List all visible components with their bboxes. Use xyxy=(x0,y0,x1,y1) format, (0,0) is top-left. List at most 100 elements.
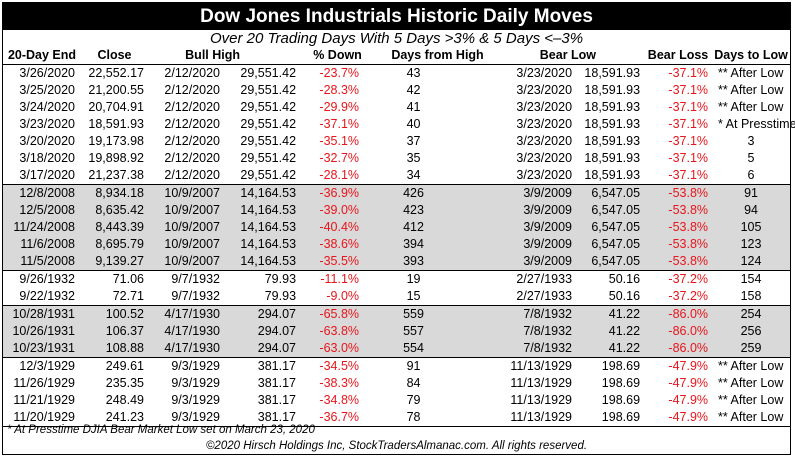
cell-high-date: 9/7/1932 xyxy=(148,288,224,306)
cell-bear-loss: -86.0% xyxy=(644,323,713,340)
cell-high-date: 4/17/1930 xyxy=(148,305,224,323)
cell-days-high: 559 xyxy=(375,305,501,323)
cell-pct-down: -63.0% xyxy=(300,340,376,358)
table-row: 11/24/2008 8,443.39 10/9/2007 14,164.53 -40.… xyxy=(3,219,791,236)
cell-end: 12/8/2008 xyxy=(3,184,81,202)
cell-close: 249.61 xyxy=(105,359,144,373)
cell-low: 18,591.93 xyxy=(584,66,641,80)
table-title: Dow Jones Industrials Historic Daily Mov… xyxy=(3,3,790,30)
cell-pct-down: -29.9% xyxy=(319,100,360,114)
table-row: 3/25/2020 21,200.55 2/12/2020 29,551.42 -28.… xyxy=(3,82,790,99)
cell-low-date: 2/27/1933 xyxy=(516,272,573,286)
cell-end: 3/18/2020 xyxy=(19,151,75,165)
cell-high-date: 10/9/2007 xyxy=(148,202,224,219)
cell-end: 3/17/2020 xyxy=(3,167,81,185)
copyright: ©2020 Hirsch Holdings Inc, StockTradersA… xyxy=(205,440,588,452)
cell-close: 248.49 xyxy=(105,393,144,407)
cell-days-high: 34 xyxy=(375,167,501,185)
cell-low: 50.16 xyxy=(608,272,641,286)
cell-pct-down: -40.4% xyxy=(300,219,376,236)
cell-days-low: 259 xyxy=(712,340,791,358)
cell-days-high: 393 xyxy=(375,253,501,271)
cell-pct-down: -65.8% xyxy=(300,305,376,323)
cell-bear-loss: -86.0% xyxy=(644,340,713,358)
cell-days-low: 123 xyxy=(712,236,791,253)
cell-days-high: 423 xyxy=(375,202,501,219)
cell-days-low: ** After Low xyxy=(718,83,784,97)
cell-days-high: 40 xyxy=(406,117,421,131)
cell-high: 29,551.42 xyxy=(240,100,297,114)
cell-high-date: 2/12/2020 xyxy=(164,66,220,80)
cell-end: 10/23/1931 xyxy=(3,340,81,358)
cell-high-date: 9/3/1929 xyxy=(171,376,220,390)
header-bear-loss: Bear Loss xyxy=(644,47,713,65)
header-bear-low: Bear Low xyxy=(500,47,645,65)
cell-days-low: ** After Low xyxy=(718,393,784,407)
cell-high-date: 4/17/1930 xyxy=(148,340,224,358)
cell-bear-loss: -37.1% xyxy=(668,117,709,131)
cell-close: 106.37 xyxy=(81,323,148,340)
cell-low: 41.22 xyxy=(580,340,645,358)
cell-days-high: 41 xyxy=(406,100,421,114)
cell-low-date: 3/9/2009 xyxy=(500,253,581,271)
cell-close: 8,443.39 xyxy=(81,219,148,236)
cell-close: 21,237.38 xyxy=(81,167,148,185)
cell-low: 6,547.05 xyxy=(580,236,645,253)
cell-low: 6,547.05 xyxy=(580,202,645,219)
cell-bear-loss: -86.0% xyxy=(644,305,713,323)
cell-days-low: 256 xyxy=(712,323,791,340)
cell-close: 100.52 xyxy=(81,305,148,323)
cell-close: 235.35 xyxy=(105,376,144,390)
cell-low-date: 3/9/2009 xyxy=(500,184,581,202)
cell-low: 198.69 xyxy=(580,409,645,427)
cell-days-high: 43 xyxy=(406,66,421,80)
cell-days-high: 557 xyxy=(375,323,501,340)
cell-low-date: 11/13/1929 xyxy=(510,393,573,407)
cell-days-low: ** After Low xyxy=(718,66,784,80)
cell-close: 9,139.27 xyxy=(81,253,148,271)
cell-end: 3/26/2020 xyxy=(19,66,75,80)
cell-low-date: 11/13/1929 xyxy=(500,409,581,427)
cell-high: 381.17 xyxy=(257,359,297,373)
cell-low: 18,591.93 xyxy=(584,117,641,131)
header-end: 20-Day End xyxy=(3,47,81,65)
table-row: 12/5/2008 8,635.42 10/9/2007 14,164.53 -39.0… xyxy=(3,202,791,219)
cell-high: 79.93 xyxy=(224,288,301,306)
cell-end: 3/23/2020 xyxy=(19,117,75,131)
table-row: 10/26/1931 106.37 4/17/1930 294.07 -63.8% 557… xyxy=(3,323,791,340)
table-row: 10/23/1931 108.88 4/17/1930 294.07 -63.0% 554… xyxy=(3,340,791,358)
cell-pct-down: -28.3% xyxy=(319,83,360,97)
cell-close: 8,934.18 xyxy=(81,184,148,202)
table-row: 3/20/2020 19,173.98 2/12/2020 29,551.42 -35.… xyxy=(3,133,790,150)
cell-days-low: 158 xyxy=(712,288,791,306)
cell-low: 198.69 xyxy=(601,393,641,407)
cell-end: 9/26/1932 xyxy=(19,272,75,286)
cell-high: 29,551.42 xyxy=(240,151,297,165)
cell-pct-down: -28.1% xyxy=(300,167,376,185)
cell-low-date: 7/8/1932 xyxy=(500,305,581,323)
cell-high-date: 9/3/1929 xyxy=(171,393,220,407)
cell-days-low: 3 xyxy=(747,134,755,148)
table-row: 9/26/1932 71.06 9/7/1932 79.93 -11.1% 19 2/27/… xyxy=(3,271,790,289)
cell-close: 71.06 xyxy=(112,272,144,286)
cell-days-low: 6 xyxy=(712,167,791,185)
cell-low-date: 3/23/2020 xyxy=(516,117,573,131)
cell-close: 108.88 xyxy=(81,340,148,358)
cell-bear-loss: -37.1% xyxy=(668,100,709,114)
cell-end: 10/26/1931 xyxy=(3,323,81,340)
cell-high-date: 2/12/2020 xyxy=(164,83,220,97)
cell-high-date: 9/7/1932 xyxy=(171,272,220,286)
cell-high: 29,551.42 xyxy=(240,83,297,97)
cell-close: 19,898.92 xyxy=(88,151,144,165)
cell-days-high: 15 xyxy=(375,288,501,306)
cell-bear-loss: -53.8% xyxy=(644,236,713,253)
cell-days-low: ** After Low xyxy=(718,100,784,114)
cell-bear-loss: -37.2% xyxy=(668,272,709,286)
cell-bear-loss: -47.9% xyxy=(644,409,713,427)
cell-close: 241.23 xyxy=(81,409,148,427)
cell-end: 11/24/2008 xyxy=(3,219,81,236)
cell-low: 198.69 xyxy=(601,359,641,373)
cell-low: 18,591.93 xyxy=(584,151,641,165)
cell-low-date: 3/9/2009 xyxy=(500,202,581,219)
cell-days-high: 42 xyxy=(406,83,421,97)
